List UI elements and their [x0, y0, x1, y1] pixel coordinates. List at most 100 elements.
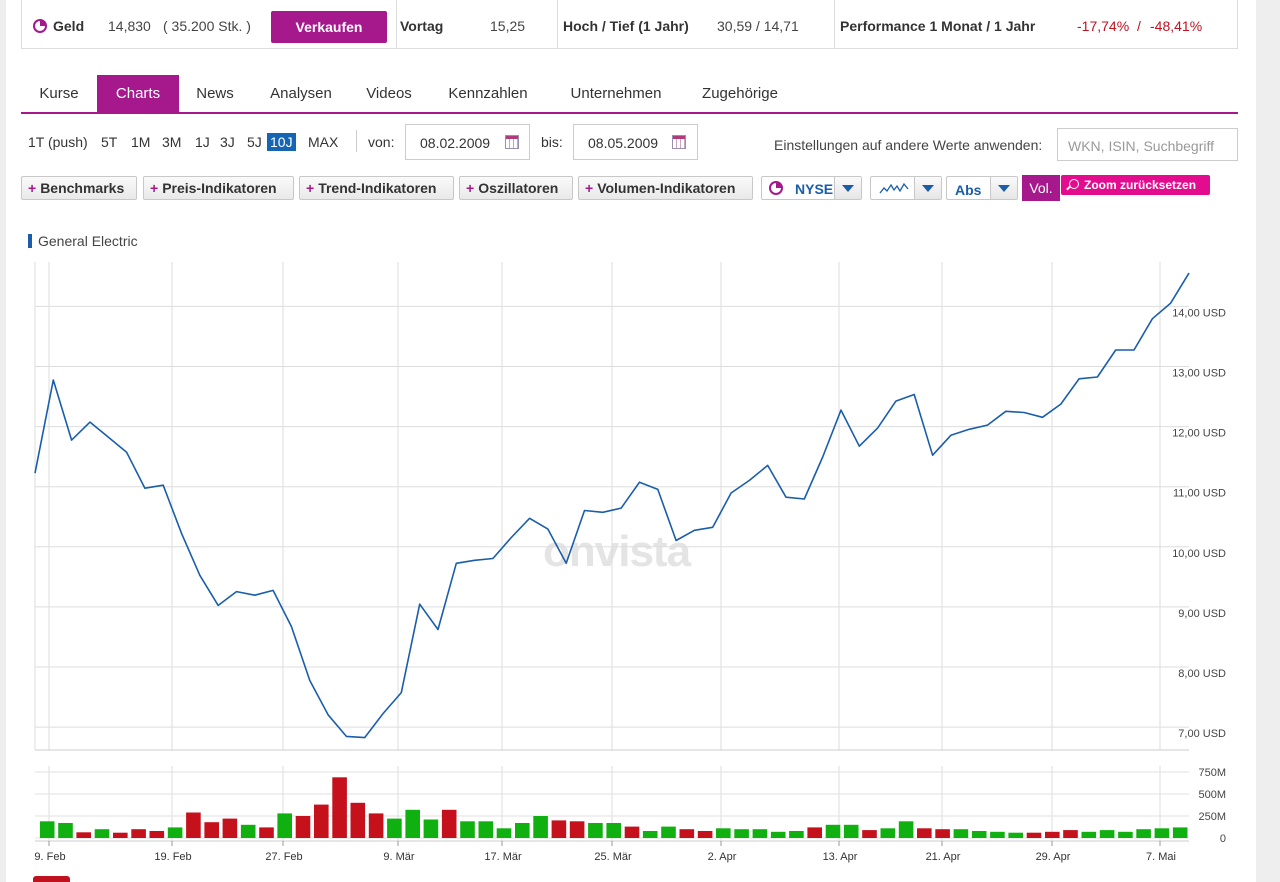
volume-bar: [624, 826, 640, 838]
volume-bar: [314, 804, 329, 838]
range-1t-push[interactable]: 1T (push): [28, 134, 88, 150]
search-input[interactable]: WKN, ISIN, Suchbegriff: [1057, 128, 1238, 161]
volume-bar: [880, 828, 896, 838]
volume-bar: [277, 813, 292, 838]
exchange-dropdown[interactable]: NYSE: [761, 176, 862, 200]
volume-bar: [332, 777, 347, 838]
date-from-field[interactable]: 08.02.2009: [405, 124, 530, 160]
volume-toggle-button[interactable]: Vol.: [1022, 175, 1060, 201]
chevron-down-icon[interactable]: [990, 177, 1017, 199]
volume-bar: [460, 821, 475, 838]
tab-kennzahlen[interactable]: Kennzahlen: [448, 85, 528, 102]
oszillatoren-button[interactable]: + Oszillatoren: [459, 176, 573, 200]
volume-bar: [697, 831, 713, 838]
pie-chart-icon: [33, 19, 47, 33]
tab-kurse[interactable]: Kurse: [39, 85, 79, 102]
plus-icon: +: [306, 180, 315, 196]
chart-type-dropdown[interactable]: [870, 176, 942, 200]
trend-indikatoren-label: Trend-Indikatoren: [318, 180, 437, 196]
x-tick-label: 29. Apr: [1036, 851, 1071, 863]
volume-bar: [898, 821, 914, 838]
vortag-label: Vortag: [400, 18, 444, 34]
scale-dropdown[interactable]: Abs: [946, 176, 1018, 200]
hochtief-value: 30,59 / 14,71: [717, 18, 799, 34]
tab-analysen[interactable]: Analysen: [270, 85, 332, 102]
volume-bar: [679, 829, 695, 838]
x-tick-label: 13. Apr: [823, 851, 858, 863]
geld-cell: Geld 14,830 ( 35.200 Stk. ) Verkaufen: [22, 0, 397, 48]
performance-1y: -48,41%: [1150, 18, 1203, 34]
volume-bar: [807, 827, 822, 838]
tab-news[interactable]: News: [196, 85, 234, 102]
volumen-indikatoren-button[interactable]: + Volumen-Indikatoren: [578, 176, 753, 200]
range-3m[interactable]: 3M: [162, 134, 182, 150]
date-to-value: 08.05.2009: [588, 135, 659, 151]
x-tick-label: 7. Mai: [1146, 851, 1176, 863]
volume-bar: [259, 827, 274, 838]
zoom-reset-label: Zoom zurücksetzen: [1084, 178, 1197, 192]
performance-separator: /: [1137, 18, 1141, 34]
preis-indikatoren-button[interactable]: + Preis-Indikatoren: [143, 176, 294, 200]
volume-bar: [1063, 830, 1078, 838]
preis-indikatoren-label: Preis-Indikatoren: [162, 180, 277, 196]
benchmarks-button[interactable]: + Benchmarks: [21, 176, 137, 200]
volume-bar: [478, 821, 494, 838]
tab-unternehmen[interactable]: Unternehmen: [570, 85, 662, 102]
tab-videos[interactable]: Videos: [366, 85, 412, 102]
hochtief-label: Hoch / Tief (1 Jahr): [563, 18, 689, 34]
chevron-down-icon[interactable]: [914, 177, 941, 199]
range-5j[interactable]: 5J: [247, 134, 262, 150]
volume-bar: [551, 820, 567, 838]
geld-quantity: ( 35.200 Stk. ): [163, 18, 251, 34]
volume-bar: [1099, 830, 1115, 838]
volume-bar: [39, 821, 55, 838]
sell-button[interactable]: Verkaufen: [271, 11, 387, 43]
range-5t[interactable]: 5T: [101, 134, 118, 150]
volume-bar: [862, 830, 877, 838]
tab-charts[interactable]: Charts: [97, 75, 179, 112]
range-1j[interactable]: 1J: [195, 134, 210, 150]
date-from-label: von:: [368, 134, 395, 150]
volume-bar: [295, 816, 311, 838]
volume-tick-label: 250M: [1198, 811, 1226, 823]
price-volume-chart[interactable]: 7,00 USD 8,00 USD 9,00 USD 10,00 USD 11,00 U…: [0, 255, 1280, 876]
volume-tick-label: 750M: [1198, 767, 1226, 779]
volume-tick-label: 500M: [1198, 789, 1226, 801]
bottom-tab-stub: [33, 876, 70, 882]
calendar-icon[interactable]: [672, 135, 686, 149]
volume-bar: [533, 816, 548, 838]
date-to-field[interactable]: 08.05.2009: [573, 124, 698, 160]
volume-bar: [789, 831, 804, 838]
volume-bar: [661, 826, 676, 838]
volume-bar: [588, 823, 603, 838]
volume-bar: [350, 802, 366, 838]
performance-cell: Performance 1 Monat / 1 Jahr -17,74% / -…: [835, 0, 1237, 48]
volume-bar: [953, 829, 969, 838]
volume-bar: [1008, 832, 1023, 838]
volume-bar: [94, 829, 110, 838]
volume-bar: [606, 823, 621, 838]
plus-icon: +: [150, 180, 159, 196]
y-tick-label: 9,00 USD: [1178, 608, 1226, 620]
tab-zugehoerige[interactable]: Zugehörige: [702, 85, 778, 102]
date-from-value: 08.02.2009: [420, 135, 491, 151]
x-tick-label: 19. Feb: [154, 851, 191, 863]
volume-tick-label: 0: [1220, 833, 1226, 845]
apply-settings-label: Einstellungen auf andere Werte anwenden:: [774, 137, 1043, 153]
range-1m[interactable]: 1M: [131, 134, 151, 150]
range-10j[interactable]: 10J: [267, 133, 296, 151]
oszillatoren-label: Oszillatoren: [478, 180, 559, 196]
range-3j[interactable]: 3J: [220, 134, 235, 150]
volume-bar: [770, 831, 786, 838]
range-max[interactable]: MAX: [308, 134, 339, 150]
chevron-down-icon[interactable]: [834, 177, 861, 199]
calendar-icon[interactable]: [505, 135, 519, 149]
zoom-reset-button[interactable]: Zoom zurücksetzen: [1061, 175, 1210, 195]
plus-icon: +: [585, 180, 594, 196]
volume-bar: [990, 831, 1005, 838]
exchange-value: NYSE: [795, 181, 834, 197]
y-tick-label: 13,00 USD: [1172, 368, 1226, 380]
volume-bar: [113, 832, 128, 838]
y-tick-label: 7,00 USD: [1178, 728, 1226, 740]
trend-indikatoren-button[interactable]: + Trend-Indikatoren: [299, 176, 454, 200]
